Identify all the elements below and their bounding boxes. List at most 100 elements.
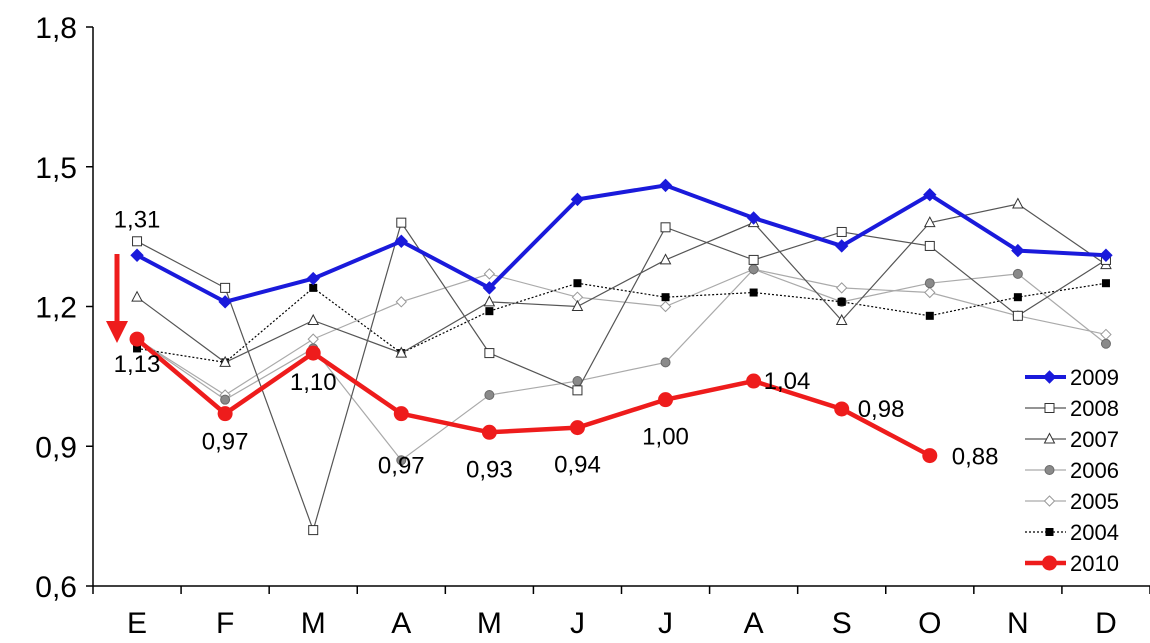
data-point (924, 286, 936, 299)
data-point (746, 211, 761, 225)
series-2006 (132, 264, 1111, 466)
y-tick-label: 1,8 (35, 12, 77, 45)
data-point (1101, 279, 1110, 288)
series-2007 (131, 197, 1112, 367)
x-tick-label: A (391, 607, 411, 640)
data-point (659, 253, 672, 265)
y-tick-label: 1,2 (35, 292, 77, 325)
series-line-2005 (136, 268, 1107, 396)
data-label: 0,97 (202, 429, 249, 456)
data-point (396, 455, 407, 466)
data-point (1045, 528, 1054, 536)
data-point (1100, 338, 1111, 349)
series-lines (129, 178, 1113, 536)
x-tick-label: E (127, 607, 147, 640)
legend-item-2010: 2010 (1025, 551, 1119, 576)
x-tick-label: F (216, 607, 234, 640)
data-point (307, 313, 320, 325)
data-point (924, 278, 935, 289)
data-point (132, 236, 143, 247)
data-label: 0,93 (466, 456, 513, 483)
data-point (483, 268, 496, 280)
data-point (1043, 495, 1056, 507)
data-label: 0,94 (554, 452, 601, 479)
data-point (482, 281, 497, 295)
data-point (219, 355, 231, 367)
data-point (308, 525, 319, 536)
series-line-2008 (136, 221, 1107, 533)
x-tick-label: D (1095, 607, 1117, 640)
data-point (1012, 310, 1023, 321)
data-point (393, 406, 409, 422)
data-point (573, 279, 582, 288)
data-point (131, 290, 143, 302)
data-point (569, 420, 585, 436)
series-line-2007 (136, 203, 1107, 364)
legend-item-2008: 2008 (1025, 396, 1119, 421)
data-point (481, 424, 497, 440)
arrow-head (106, 321, 128, 343)
data-label: 0,88 (952, 444, 999, 471)
data-point (1043, 432, 1056, 444)
data-point (835, 239, 849, 253)
data-point (1042, 370, 1057, 384)
data-point (748, 264, 759, 275)
data-label: 0,97 (378, 453, 425, 480)
data-point (571, 299, 584, 311)
series-2004 (133, 279, 1110, 367)
legend-label: 2008 (1070, 396, 1119, 421)
x-tick-label: J (570, 607, 585, 640)
data-point (485, 307, 494, 316)
data-point (1044, 403, 1055, 413)
data-point (835, 313, 848, 325)
data-point (217, 406, 233, 422)
data-point (1011, 243, 1025, 258)
data-point (748, 254, 759, 265)
data-point (836, 226, 847, 237)
series-line-2006 (136, 268, 1107, 462)
legend-label: 2004 (1070, 520, 1119, 545)
series-2009 (130, 178, 1113, 309)
data-point (572, 385, 583, 396)
data-point (484, 390, 495, 401)
series-2005 (131, 263, 1112, 401)
axes (86, 26, 1150, 594)
legend-item-2009: 2009 (1025, 365, 1119, 390)
x-tick-label: O (918, 607, 941, 640)
data-point (924, 240, 935, 251)
legend-label: 2006 (1070, 458, 1119, 483)
x-tick-label: M (477, 607, 502, 640)
legend-label: 2005 (1070, 489, 1119, 514)
data-point (1012, 268, 1023, 279)
data-point (220, 394, 231, 405)
data-label: 1,13 (114, 351, 161, 378)
data-point (570, 192, 585, 207)
data-label: 1,31 (114, 206, 161, 233)
tick-labels: 0,6 0,9 1,2 1,5 1,8 E F M A M J J A S O N D (35, 12, 1117, 640)
data-point (1100, 328, 1112, 341)
data-point (660, 357, 671, 368)
data-point (309, 283, 318, 292)
series-2010 (129, 331, 938, 464)
data-labels: 1,31 1,13 0,97 1,10 0,97 0,93 0,94 1,00 1,04 0,98… (114, 206, 999, 483)
annotation (106, 254, 128, 343)
legend-item-2007: 2007 (1025, 427, 1119, 452)
data-point (658, 392, 674, 408)
data-point (305, 345, 321, 361)
legend-item-2006: 2006 (1025, 458, 1119, 483)
y-tick-label: 0,6 (35, 571, 77, 604)
data-label: 1,00 (642, 424, 689, 451)
legend-item-2005: 2005 (1025, 489, 1119, 514)
data-point (746, 373, 762, 389)
data-point (218, 295, 232, 309)
data-label: 0,98 (858, 396, 905, 423)
x-tick-label: N (1007, 607, 1029, 640)
x-tick-label: S (832, 607, 852, 640)
data-point (836, 282, 848, 294)
data-point (129, 331, 145, 347)
x-tick-label: M (301, 607, 326, 640)
data-point (925, 311, 934, 320)
legend-item-2004: 2004 (1025, 520, 1119, 545)
data-point (749, 288, 758, 297)
